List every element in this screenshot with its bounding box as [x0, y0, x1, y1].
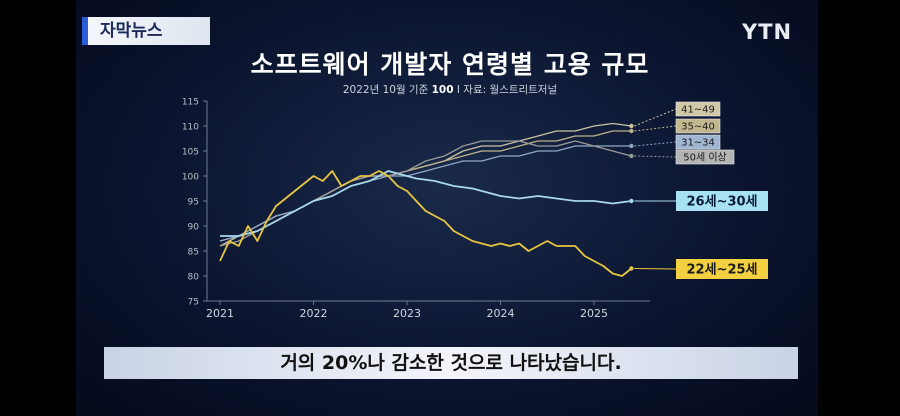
x-tick-label: 2023 — [393, 307, 421, 320]
y-tick-label: 80 — [188, 273, 200, 283]
series-line — [219, 140, 632, 247]
series-end-point — [629, 128, 634, 134]
series-label-box — [676, 191, 768, 211]
series-label-leader — [634, 155, 677, 158]
series-label-text: 31~34 — [681, 138, 715, 149]
series-end-point — [629, 123, 634, 129]
y-tick-label: 85 — [188, 248, 199, 258]
chart-axes: 75 80 85 90 95 100 105 110 115 2021 2022 2023 2024 20… — [182, 98, 650, 320]
y-tick-label: 75 — [188, 298, 199, 308]
y-tick-label: 115 — [182, 98, 199, 108]
x-tick-label: 2024 — [487, 307, 515, 320]
caption-bar — [104, 347, 798, 379]
y-tick-label: 90 — [188, 223, 200, 233]
series-label-text: 41~49 — [681, 105, 715, 116]
series-end-point — [629, 266, 634, 271]
x-tick-label: 2022 — [300, 307, 328, 320]
subtitle-base-value: 100 — [431, 84, 454, 96]
chart-title: 소프트웨어 개발자 연령별 고용 규모 — [250, 50, 650, 79]
series-line — [220, 170, 632, 237]
series-label-box — [675, 149, 735, 165]
series-label-box — [676, 259, 768, 279]
y-tick-label: 105 — [182, 148, 199, 158]
series-label-box — [675, 118, 721, 134]
subtitle-basis: 2022년 10월 기준 — [342, 84, 432, 96]
series-label-leader — [634, 268, 677, 270]
news-badge: 자막뉴스 — [82, 17, 210, 45]
series-line — [219, 145, 632, 242]
series-label-text: 35~40 — [681, 122, 715, 133]
subtitle-caption: 거의 20%나 감소한 것으로 나타났습니다. — [280, 352, 622, 374]
series-label-text: 26세~30세 — [687, 195, 758, 210]
series-label-text: 50세 이상 — [683, 152, 727, 164]
x-tick-label: 2021 — [206, 307, 234, 320]
series-label-leader — [634, 141, 677, 147]
series-line — [219, 170, 632, 277]
series-label-leader — [634, 125, 677, 132]
series-label-text: 22세~25세 — [687, 263, 758, 278]
chart-subtitle: 2022년 10월 기준 100 I 자료: 월스트리트저널 — [150, 82, 750, 97]
y-tick-label: 95 — [188, 198, 199, 208]
ytn-logo: YTN — [742, 20, 793, 44]
series-end-point — [629, 198, 634, 204]
series-label-leader — [634, 108, 677, 127]
chart-series-lines — [219, 122, 634, 277]
series-label-box — [675, 101, 721, 117]
series-end-point — [629, 143, 634, 149]
x-tick-label: 2025 — [580, 307, 608, 320]
subtitle-source: I 자료: 월스트리트저널 — [453, 84, 558, 96]
series-label-box — [675, 134, 721, 150]
chart-series-labels: 41~49 35~40 31~34 50세 이상 26세~30세 22세~25세 — [634, 101, 768, 279]
y-tick-label: 110 — [182, 123, 199, 133]
y-tick-label: 100 — [182, 173, 199, 183]
series-end-point — [629, 153, 634, 159]
